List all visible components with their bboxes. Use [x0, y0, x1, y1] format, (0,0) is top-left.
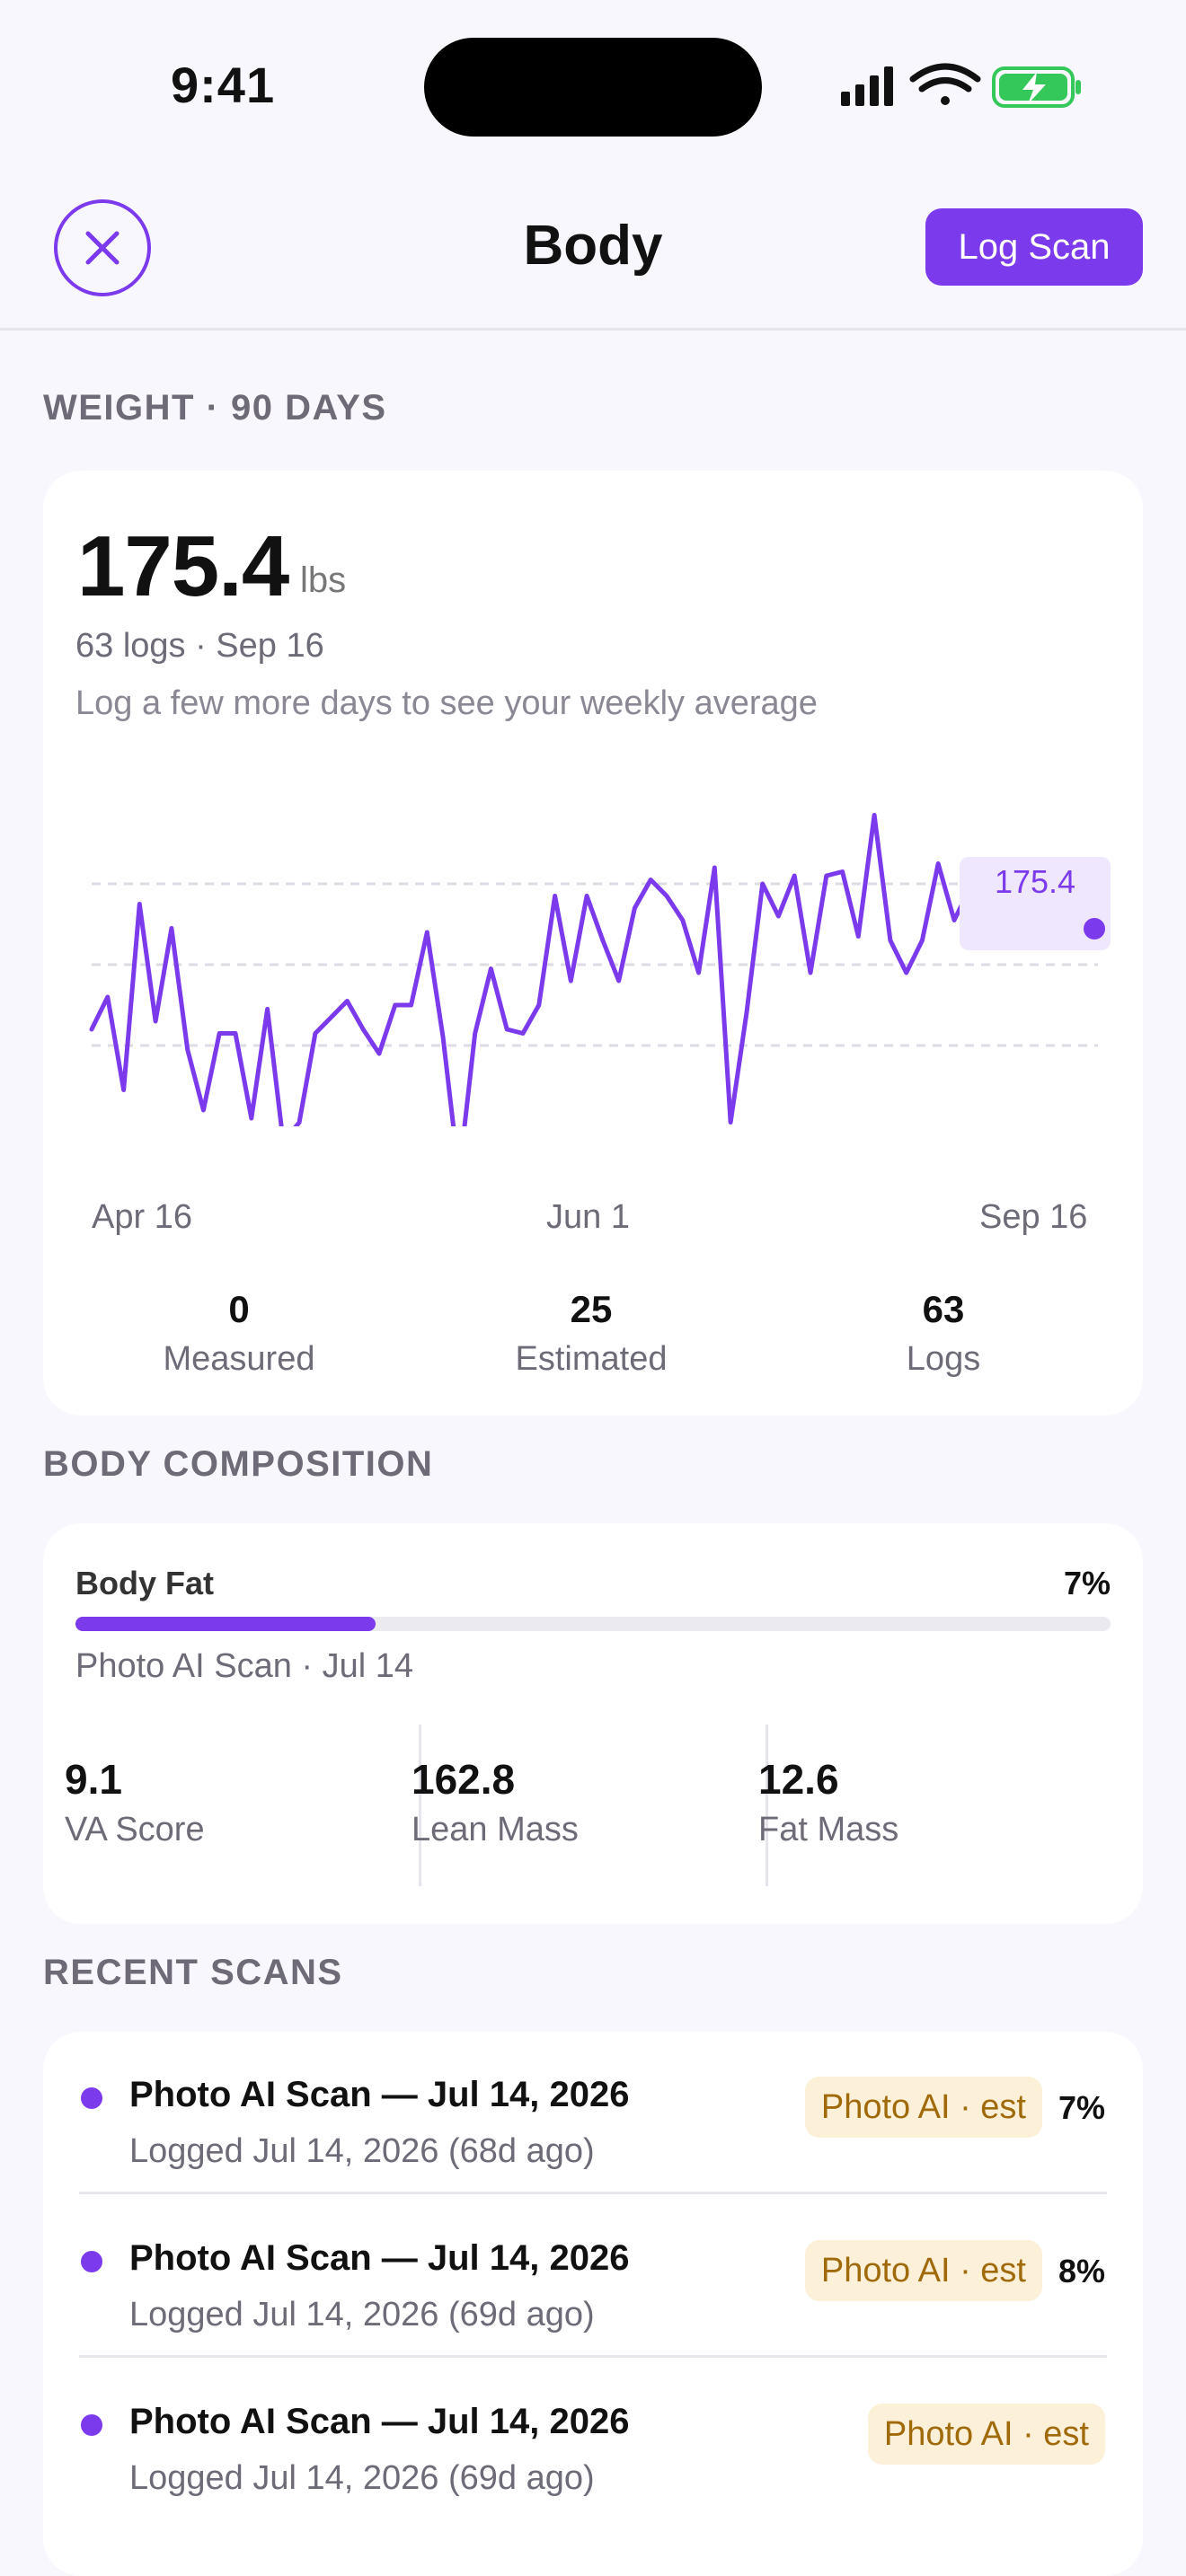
- recent-scans-section-label: RECENT SCANS: [43, 1953, 343, 1992]
- scan-title: Photo AI Scan — Jul 14, 2026: [129, 2402, 630, 2441]
- last-value-tag: [960, 857, 1111, 950]
- metric-value: 162.8: [412, 1756, 516, 1803]
- weight-section-label: WEIGHT · 90 DAYS: [43, 388, 387, 428]
- log-scan-button[interactable]: Log Scan: [925, 208, 1143, 286]
- scan-percent: 7%: [1058, 2089, 1105, 2126]
- battery-charging-icon: [992, 66, 1081, 108]
- scan-source-badge: Photo AI · est: [804, 2077, 1042, 2138]
- close-icon: [85, 231, 119, 265]
- last-value-point: [1084, 918, 1105, 940]
- x-tick-label: Jun 1: [546, 1198, 630, 1236]
- scan-subtitle: Logged Jul 14, 2026 (69d ago): [129, 2296, 595, 2333]
- scan-source-badge: Photo AI · est: [804, 2240, 1042, 2301]
- stat-estimated: 25 Estimated: [456, 1288, 726, 1379]
- metric-va-score: 9.1 VA Score: [43, 1725, 388, 1886]
- stat-label: Logs: [906, 1340, 981, 1378]
- body-fat-label: Body Fat: [75, 1565, 215, 1601]
- status-time: 9:41: [171, 57, 276, 113]
- close-button[interactable]: [54, 199, 151, 296]
- signal-icon: [841, 66, 893, 106]
- body-fat-progress-track: [75, 1617, 1111, 1631]
- row-divider: [79, 2192, 1107, 2194]
- last-value-label: 175.4: [995, 863, 1075, 900]
- weight-chart[interactable]: 175.4: [43, 803, 1143, 1126]
- scan-subtitle: Logged Jul 14, 2026 (69d ago): [129, 2459, 595, 2497]
- current-weight: 175.4: [77, 518, 289, 614]
- metric-label: Fat Mass: [758, 1811, 899, 1848]
- x-tick-label: Sep 16: [979, 1198, 1088, 1236]
- weight-series-line: [89, 813, 1101, 1126]
- composition-section-label: BODY COMPOSITION: [43, 1444, 434, 1484]
- wifi-icon: [909, 63, 981, 105]
- status-icons: [836, 59, 1087, 113]
- recent-scans-list: Photo AI Scan — Jul 14, 2026 Logged Jul …: [43, 2032, 1143, 2576]
- metric-value: 9.1: [65, 1756, 122, 1803]
- scan-title: Photo AI Scan — Jul 14, 2026: [129, 2238, 630, 2278]
- scan-list-item[interactable]: Photo AI Scan — Jul 14, 2026 Logged Jul …: [43, 2378, 1143, 2542]
- stat-value: 63: [922, 1288, 965, 1330]
- stat-label: Estimated: [515, 1340, 668, 1378]
- scan-list-item[interactable]: Photo AI Scan — Jul 14, 2026 Logged Jul …: [43, 2051, 1143, 2215]
- scan-dot-icon: [81, 2087, 102, 2109]
- scan-source-badge: Photo AI · est: [867, 2404, 1105, 2465]
- weight-meta: 63 logs · Sep 16: [75, 627, 324, 665]
- body-fat-progress-fill: [75, 1617, 376, 1631]
- stat-label: Measured: [163, 1340, 315, 1378]
- page-title: Body: [523, 215, 663, 277]
- x-tick-label: Apr 16: [92, 1198, 192, 1236]
- metric-label: Lean Mass: [412, 1811, 579, 1848]
- nav-bar: Body Log Scan: [0, 171, 1186, 331]
- metric-lean-mass: 162.8 Lean Mass: [390, 1725, 735, 1886]
- metric-label: VA Score: [65, 1811, 205, 1848]
- stat-measured: 0 Measured: [104, 1288, 374, 1379]
- metric-divider: [419, 1725, 421, 1886]
- body-composition-card[interactable]: Body Fat 7% Photo AI Scan · Jul 14 9.1 V…: [43, 1523, 1143, 1924]
- weight-hint: Log a few more days to see your weekly a…: [75, 684, 818, 722]
- stat-logs: 63 Logs: [809, 1288, 1078, 1379]
- scan-dot-icon: [81, 2414, 102, 2436]
- weight-card: 175.4 lbs 63 logs · Sep 16 Log a few mor…: [43, 471, 1143, 1416]
- dynamic-island: [424, 38, 762, 137]
- stat-value: 25: [570, 1288, 613, 1330]
- scan-list-item[interactable]: Photo AI Scan — Jul 14, 2026 Logged Jul …: [43, 2215, 1143, 2378]
- status-bar: 9:41: [0, 0, 1186, 171]
- scan-percent: 8%: [1058, 2253, 1105, 2289]
- metric-value: 12.6: [758, 1756, 839, 1803]
- body-fat-value: 7%: [1063, 1565, 1111, 1601]
- stat-value: 0: [228, 1288, 250, 1330]
- scan-title: Photo AI Scan — Jul 14, 2026: [129, 2075, 630, 2114]
- scan-subtitle: Logged Jul 14, 2026 (68d ago): [129, 2132, 595, 2170]
- metric-divider: [766, 1725, 768, 1886]
- weight-unit: lbs: [300, 560, 347, 600]
- metric-fat-mass: 12.6 Fat Mass: [737, 1725, 1082, 1886]
- scan-dot-icon: [81, 2251, 102, 2272]
- row-divider: [79, 2355, 1107, 2358]
- body-fat-source: Photo AI Scan · Jul 14: [75, 1647, 414, 1685]
